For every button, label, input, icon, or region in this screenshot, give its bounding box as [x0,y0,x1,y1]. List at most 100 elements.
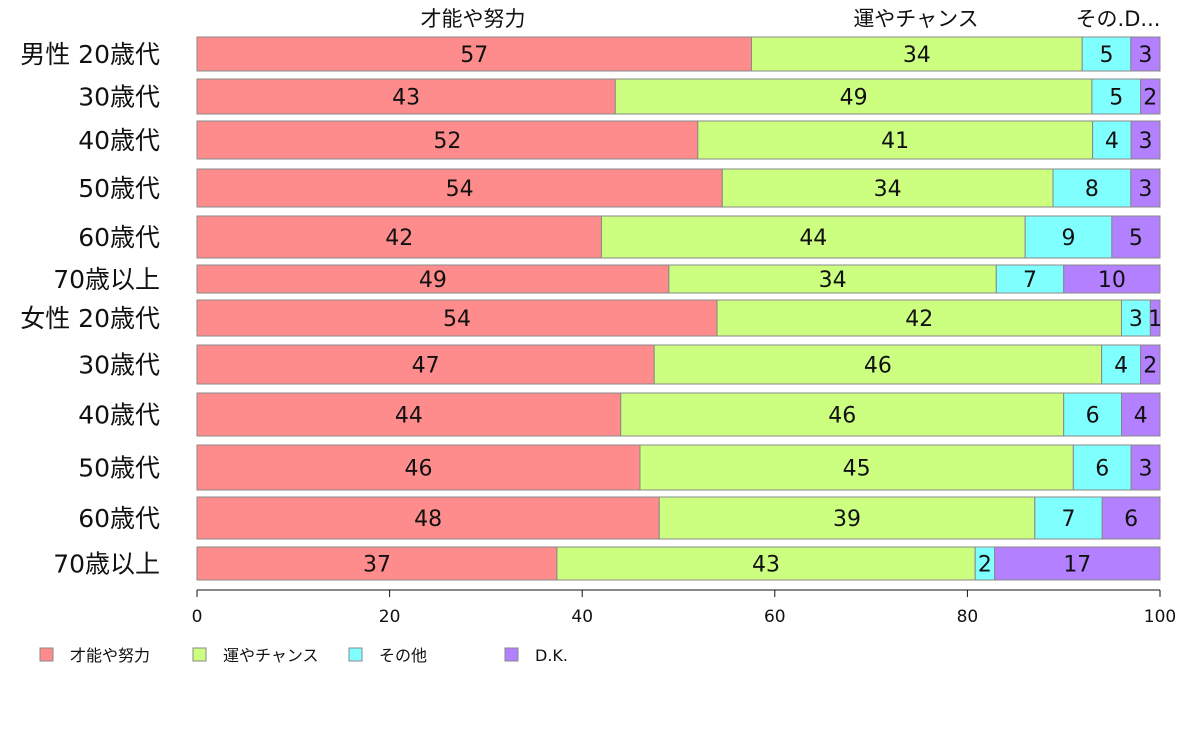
value-label: 46 [828,404,856,429]
bar-segment [196,392,622,437]
bar-segment [994,546,1161,581]
x-axis: 0 20 40 60 80 100 [192,589,1176,627]
row-label: 男性 20歳代 [20,40,160,69]
x-tick-label: 20 [379,607,401,627]
value-label: 42 [385,226,413,251]
value-label: 47 [412,354,440,379]
value-label: 2 [1143,354,1157,379]
bar-segment [1081,36,1132,72]
value-label: 43 [392,86,420,111]
bar-segment [556,546,976,581]
value-label: 46 [864,354,892,379]
bar-segment [1130,444,1161,491]
bar-segment [1130,120,1161,160]
value-label: 45 [843,457,871,482]
value-label: 4 [1134,404,1148,429]
x-tick-label: 40 [571,607,593,627]
value-label: 1 [1148,307,1162,332]
bar-segment [196,120,699,160]
value-label: 39 [833,507,861,532]
value-label: 37 [363,553,391,578]
value-label: 48 [414,507,442,532]
value-label: 34 [819,268,847,293]
value-label: 3 [1138,43,1152,68]
bar-segment [1101,344,1142,385]
bar-segment [1092,120,1132,160]
bar-segment [1111,215,1161,259]
x-tick-label: 0 [192,607,203,627]
bar-segment [658,496,1036,540]
row-label: 60歳代 [78,223,160,252]
value-label: 2 [978,553,992,578]
bar-segment [750,36,1083,72]
bar-segment [1140,344,1161,385]
value-label: 10 [1098,268,1126,293]
row-label: 30歳代 [78,351,160,380]
legend-label: D.K. [535,646,568,665]
row-label: 70歳以上 [53,550,160,579]
bar-segment [196,444,641,491]
bar-segment [1140,78,1161,115]
bar-segment [1052,168,1132,208]
value-label: 49 [840,86,868,111]
bar-segment [1063,264,1161,294]
legend-swatch [504,647,519,662]
x-tick-label: 100 [1144,607,1176,627]
bar-segment [1072,444,1132,491]
bar-segment [1063,392,1122,437]
row-label: 30歳代 [78,83,160,112]
value-label: 44 [799,226,827,251]
bar-segment [668,264,997,294]
top-label: 才能や努力 [421,7,526,31]
bar-segment [196,496,660,540]
bar-segment [614,78,1093,115]
value-label: 5 [1109,86,1123,111]
bar-segment [196,78,616,115]
value-label: 6 [1095,457,1109,482]
value-label: 41 [881,129,909,154]
value-label: 9 [1062,226,1076,251]
top-labels: 才能や努力 運やチャンス その.D... [421,7,1161,31]
value-label: 54 [443,307,471,332]
value-label: 46 [404,457,432,482]
legend-label: 才能や努力 [70,646,150,665]
row-label: 40歳代 [78,401,160,430]
bar-segment [196,546,558,581]
bar-segment [1024,215,1113,259]
bar-segment [196,215,602,259]
value-label: 3 [1139,457,1153,482]
value-label: 7 [1062,507,1076,532]
value-label: 6 [1086,404,1100,429]
value-label: 2 [1143,86,1157,111]
value-label: 5 [1100,43,1114,68]
bar-segment [1101,496,1161,540]
bar-segment [1091,78,1142,115]
value-label: 8 [1085,177,1099,202]
value-label: 49 [419,268,447,293]
bar-segment [620,392,1065,437]
value-label: 4 [1114,354,1128,379]
value-label: 17 [1063,553,1091,578]
row-label: 40歳代 [78,126,160,155]
legend-swatch [192,647,207,662]
value-label: 57 [460,43,488,68]
top-label: その.D... [1076,7,1161,31]
value-label: 3 [1139,129,1153,154]
legend-swatch [348,647,363,662]
bar-segment [1120,299,1151,337]
row-label: 50歳代 [78,174,160,203]
value-label: 3 [1138,177,1152,202]
legend-swatch [39,647,54,662]
legend-label: その他 [379,646,427,665]
bar-segment [995,264,1065,294]
bar-segment [653,344,1103,385]
value-label: 34 [903,43,931,68]
bar-segment [1120,392,1161,437]
bar-segment [716,299,1122,337]
row-label: 50歳代 [78,454,160,483]
legend: 才能や努力 運やチャンス その他 D.K. [39,646,568,665]
value-label: 3 [1129,307,1143,332]
